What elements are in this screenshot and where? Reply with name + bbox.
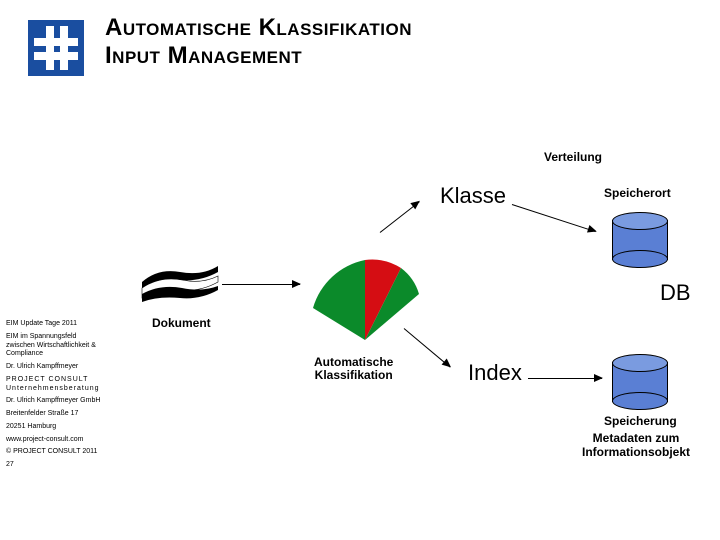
text: Informationsobjekt [582,445,690,459]
arrow [222,284,300,285]
label-klasse: Klasse [440,183,506,209]
label-index: Index [468,360,522,386]
label-dokument: Dokument [152,316,211,330]
arrow [380,201,420,233]
db-speicherung-icon [612,354,668,410]
arrow [528,378,602,379]
label-speicherort: Speicherort [604,186,671,200]
arrow [512,204,596,232]
text: Klassifikation [315,368,393,382]
text: Automatische [314,355,393,369]
db-speicherort-icon [612,212,668,268]
classifier-icon [305,250,425,350]
text: Metadaten zum [593,431,680,445]
label-verteilung: Verteilung [544,150,602,164]
diagram: Verteilung Klasse Speicherort DB Dokumen… [0,0,720,540]
label-db: DB [660,280,691,306]
label-auto-klass: Automatische Klassifikation [314,356,393,382]
label-speicherung: Speicherung [604,414,677,428]
document-icon [140,262,220,302]
label-metadaten: Metadaten zum Informationsobjekt [582,432,690,460]
